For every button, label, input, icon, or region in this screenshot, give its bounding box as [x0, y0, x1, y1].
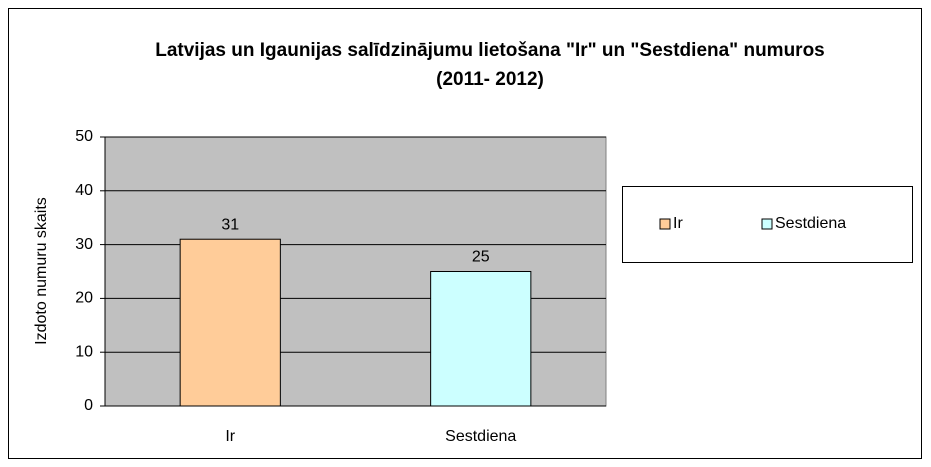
x-tick-label: Ir — [225, 428, 235, 445]
y-tick-label: 50 — [75, 128, 93, 145]
bar — [430, 271, 532, 407]
x-tick-label: Sestdiena — [445, 428, 516, 445]
y-tick-label: 20 — [75, 290, 93, 307]
y-tick-label: 0 — [84, 397, 93, 414]
bar — [179, 238, 281, 407]
y-axis-label: Izdoto numuru skaits — [33, 197, 50, 345]
chart-title: Latvijas un Igaunijas salīdzinājumu liet… — [155, 40, 825, 90]
legend-label: Ir — [673, 215, 683, 232]
data-label: 31 — [221, 216, 239, 233]
y-tick-label: 40 — [75, 182, 93, 199]
y-tick-label: 30 — [75, 236, 93, 253]
legend-swatch — [659, 218, 671, 230]
y-tick-label: 10 — [75, 343, 93, 360]
legend-swatch — [761, 218, 773, 230]
legend-label: Sestdiena — [775, 215, 846, 232]
data-label: 25 — [472, 249, 490, 266]
